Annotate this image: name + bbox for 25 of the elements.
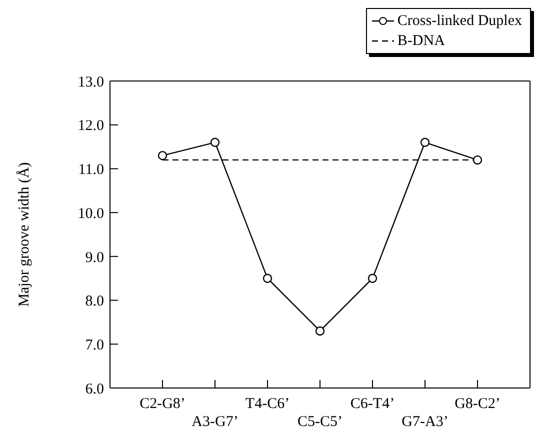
x-tick-label: G7-A3’ bbox=[402, 414, 448, 430]
x-tick-label: G8-C2’ bbox=[454, 396, 500, 412]
y-tick-label: 12.0 bbox=[78, 118, 104, 134]
point bbox=[210, 138, 220, 147]
y-tick-label: 7.0 bbox=[85, 337, 104, 354]
y-tick-label: 6.0 bbox=[85, 381, 104, 398]
x-tick-label: C6-T4’ bbox=[350, 396, 395, 412]
legend-label: B-DNA bbox=[397, 32, 445, 50]
y-tick-label: 10.0 bbox=[78, 206, 104, 222]
x-tick-label: A3-G7’ bbox=[192, 414, 238, 430]
y-tick-label: 9.0 bbox=[85, 250, 104, 266]
x-tick-label: C2-G8’ bbox=[140, 396, 186, 412]
y-tick-label: 8.0 bbox=[85, 294, 104, 310]
point bbox=[368, 274, 378, 283]
point bbox=[472, 155, 482, 165]
y-axis-title: Major groove width (Å) bbox=[15, 162, 32, 307]
point bbox=[420, 138, 430, 147]
x-tick-label: T4-C6’ bbox=[245, 396, 290, 412]
point bbox=[158, 150, 168, 160]
point bbox=[262, 274, 272, 283]
y-tick-label: 11.0 bbox=[78, 162, 104, 178]
point bbox=[315, 326, 325, 336]
legend-label: Cross-linked Duplex bbox=[397, 12, 522, 30]
y-tick-label: 13.0 bbox=[78, 74, 104, 90]
x-tick-label: C5-C5’ bbox=[298, 414, 342, 430]
